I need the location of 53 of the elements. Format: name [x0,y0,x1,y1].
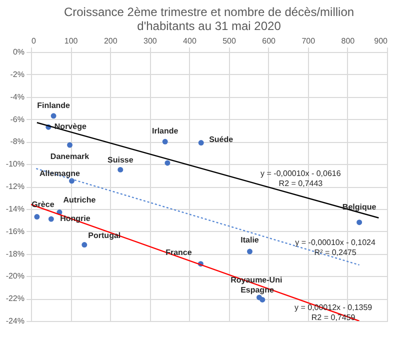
annotation: Irlande [152,126,179,136]
y-tick-label: -8% [10,137,24,146]
y-tick-label: 0% [12,48,24,56]
annotation: France [166,248,192,257]
point [164,160,170,166]
y-tick-label: -4% [10,92,24,102]
point [247,248,252,254]
x-tick-label: 800 [341,36,356,46]
annotation: Espagne [240,285,274,294]
x-tick-label: 100 [64,36,78,46]
point [256,294,262,300]
point [34,214,40,220]
annotation: Finlande [37,100,71,110]
annotation: Belgique [342,202,377,212]
chart-title: Croissance 2ème trimestre et nombre de décès/million d'habitants au 31 mai 2020 [64,5,354,33]
point [198,140,204,146]
x-tick-label: 400 [183,36,197,46]
x-tick-label: 700 [302,36,316,46]
point [356,220,362,226]
y-tick-label: -6% [10,114,24,124]
point [118,166,124,172]
annotation: R² = 0,2475 [314,248,357,257]
x-tick-label: 500 [222,36,236,46]
y-tick-label: -12% [6,182,24,191]
x-tick-label: 200 [104,36,118,46]
annotation: y = -0,00010x - 0,1024 [295,238,376,247]
annotation: Danemark [50,152,90,162]
x-tick-label: 0 [32,36,36,46]
annotation: Portugal [88,230,121,240]
y-tick-label: -14% [6,204,24,214]
y-tick-label: -2% [10,70,24,79]
point [82,242,88,248]
annotation: Suisse [107,156,134,165]
y-tick-label: -18% [6,249,24,258]
point [162,138,168,144]
annotation: Norvège [54,122,87,132]
x-tick-label: 600 [262,36,276,46]
annotation: R2 = 0,7443 [278,178,324,188]
annotation: Autriche [63,195,96,204]
annotation: Italie [240,236,260,245]
y-tick-label: -16% [6,226,24,236]
x-tick-label: 900 [374,36,388,46]
x-tick-label: 300 [143,36,158,46]
point [48,216,54,222]
point [50,113,56,119]
y-tick-label: -24% [6,316,24,326]
annotation: Grèce [32,200,55,209]
y-tick-label: -10% [6,160,24,169]
point [67,142,73,148]
y-tick-label: -20% [6,272,24,281]
y-tick-label: -22% [6,294,24,304]
annotation: y = -0,00010x - 0,0616 [260,168,342,178]
annotation: Suéde [209,134,234,144]
